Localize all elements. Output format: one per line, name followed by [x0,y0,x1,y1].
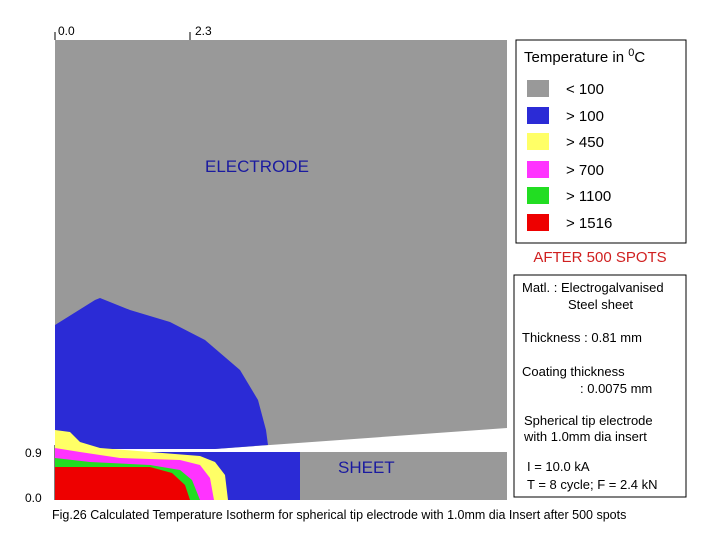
top-tick-label: 2.3 [195,24,212,38]
legend-unit: C [634,49,645,66]
legend-label: < 100 [566,81,604,98]
legend-items: < 100 > 100 > 450 > 700 > 1100 > 1516 [527,80,612,232]
left-tick-label: 0.9 [25,446,42,460]
legend-label: > 450 [566,134,604,151]
legend-swatch [527,214,549,231]
info-line: I = 10.0 kA [527,459,590,474]
info-line: Coating thickness [522,364,625,379]
legend-label: > 1100 [566,188,611,205]
legend-swatch [527,80,549,97]
caption: Fig.26 Calculated Temperature Isotherm f… [52,508,626,522]
legend-swatch [527,107,549,124]
left-tick-label: 0.0 [25,491,42,505]
legend-label: > 1516 [566,215,612,232]
legend-label: > 700 [566,162,604,179]
legend-swatch [527,161,549,178]
info-box [513,274,687,498]
info-line: Steel sheet [568,297,633,312]
info-line: with 1.0mm dia insert [523,429,647,444]
info-line: : 0.0075 mm [580,381,652,396]
sheet-label: SHEET [338,458,395,477]
info-line: Matl. : Electrogalvanised [522,280,664,295]
status: AFTER 500 SPOTS [533,249,666,266]
electrode-hot-zone [55,298,268,449]
info-line: Spherical tip electrode [524,413,653,428]
legend-title-text: Temperature in [524,49,628,66]
legend-label: > 100 [566,108,604,125]
isotherm-1516 [55,467,190,500]
legend-swatch [527,133,549,150]
legend-title: Temperature in 0C [524,47,645,66]
info-line: T = 8 cycle; F = 2.4 kN [527,477,658,492]
info-line: Thickness : 0.81 mm [522,330,642,345]
top-tick-label: 0.0 [58,24,75,38]
electrode-label: ELECTRODE [205,157,309,176]
legend-superscript: 0 [628,47,634,59]
legend-swatch [527,187,549,204]
